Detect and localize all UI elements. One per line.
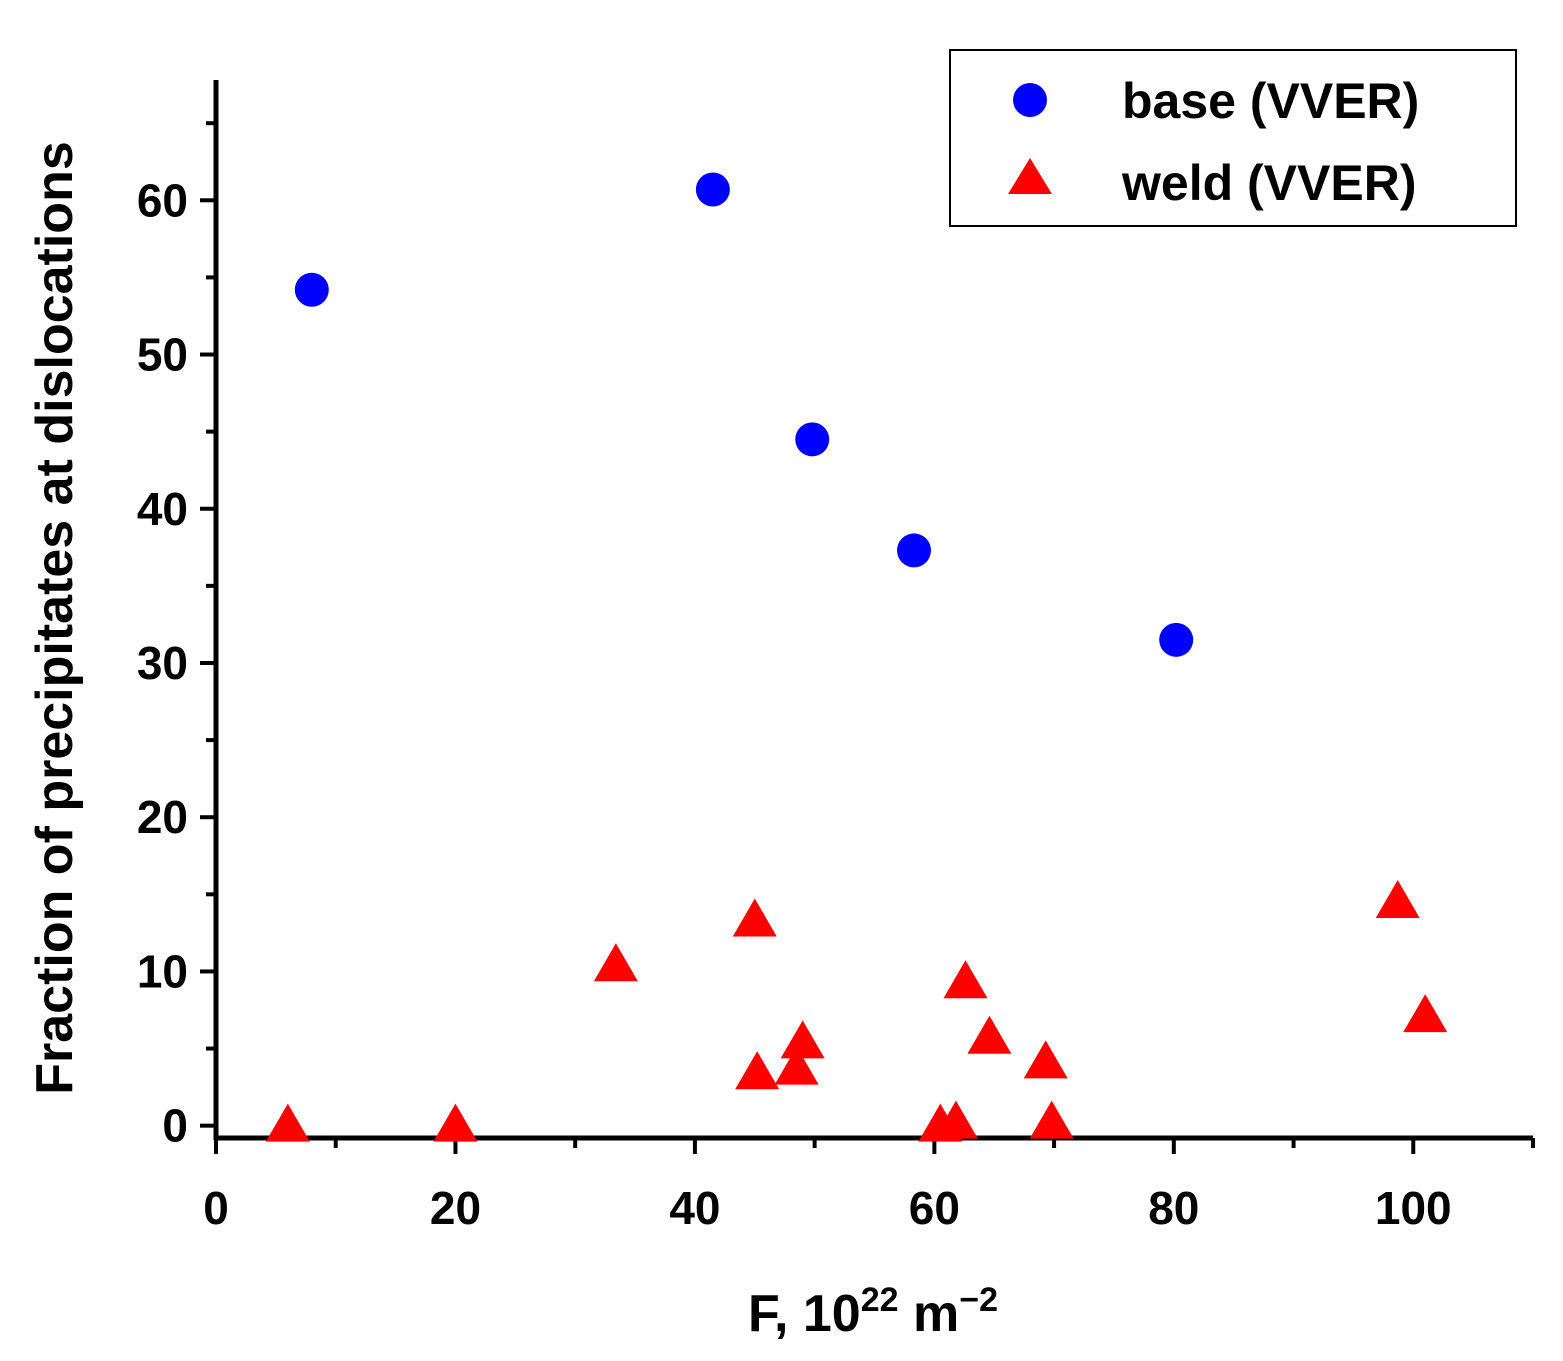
y-tick-label: 20	[137, 791, 188, 843]
legend-label-weld: weld (VVER)	[1121, 155, 1416, 211]
y-tick-label: 40	[137, 483, 188, 535]
x-tick-label: 80	[1148, 1182, 1199, 1234]
base-data-point	[897, 533, 932, 568]
x-axis-title: F, 1022 m−2	[748, 1281, 998, 1343]
y-tick-label: 60	[137, 174, 188, 226]
y-tick-label: 50	[137, 329, 188, 381]
weld-data-point	[943, 960, 988, 999]
x-axis-title-exponent: 22	[861, 1281, 899, 1319]
y-tick-label: 10	[137, 945, 188, 997]
weld-data-point	[735, 1051, 780, 1090]
y-axis-title: Fraction of precipitates at dislocations	[26, 141, 84, 1095]
weld-data-point	[732, 898, 777, 937]
weld-data-point	[1029, 1100, 1074, 1139]
x-tick-label: 60	[909, 1182, 960, 1234]
x-axis-title-unit: m	[899, 1285, 960, 1343]
base-data-point	[795, 422, 830, 457]
weld-data-point	[265, 1103, 310, 1142]
x-axis-title-unit-exponent: −2	[959, 1281, 998, 1319]
weld-data-point	[967, 1015, 1012, 1054]
base-data-point	[695, 172, 730, 207]
weld-data-point	[774, 1046, 819, 1085]
weld-data-point	[780, 1020, 825, 1059]
weld-data-point	[1023, 1040, 1068, 1079]
weld-data-point	[933, 1100, 978, 1139]
legend: base (VVER) weld (VVER)	[949, 49, 1517, 227]
weld-data-point	[593, 943, 638, 982]
legend-label-base: base (VVER)	[1122, 73, 1419, 129]
y-tick-label: 0	[162, 1100, 188, 1152]
weld-data-point	[1375, 880, 1420, 919]
legend-marker-weld	[1008, 158, 1052, 194]
weld-data-point	[433, 1103, 478, 1142]
weld-data-point	[1403, 994, 1448, 1033]
axis-ticks: 0 20 40 60 80 100 0 10 20 30 40 50 60	[137, 121, 1535, 1234]
plot-area	[213, 80, 1533, 1141]
y-tick-label: 30	[137, 637, 188, 689]
x-tick-label: 40	[669, 1182, 720, 1234]
x-tick-label: 100	[1375, 1182, 1452, 1234]
legend-box	[949, 49, 1517, 227]
base-data-point	[294, 272, 329, 307]
data-points	[265, 172, 1448, 1142]
legend-marker-base	[1013, 83, 1047, 117]
x-axis-title-main: F, 10	[748, 1285, 861, 1343]
x-tick-label: 0	[203, 1182, 229, 1234]
x-tick-label: 20	[430, 1182, 481, 1234]
base-data-point	[1159, 622, 1194, 657]
